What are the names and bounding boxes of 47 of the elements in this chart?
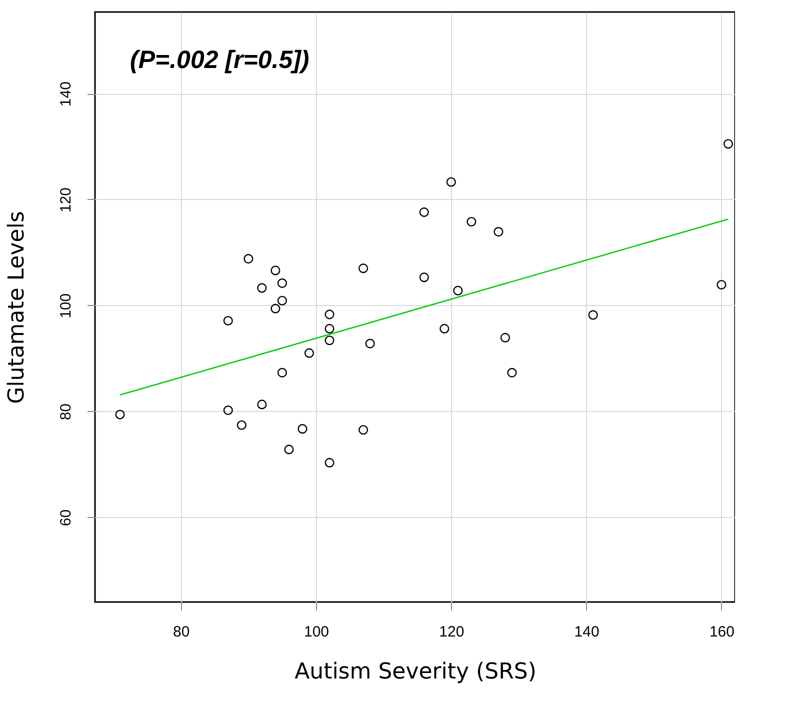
point [115, 410, 125, 420]
y-tick-label: 120 [58, 187, 74, 212]
point [257, 400, 267, 410]
point [494, 227, 504, 237]
point [277, 368, 287, 378]
point [358, 425, 368, 435]
point [588, 310, 598, 320]
point [236, 420, 246, 430]
point [270, 304, 280, 314]
point [453, 286, 463, 296]
point [223, 406, 233, 416]
point [324, 324, 334, 334]
x-tick-label: 100 [304, 624, 330, 640]
y-axis-title: Glutamate Levels [4, 211, 30, 404]
point [466, 216, 476, 227]
point [270, 266, 280, 276]
point [257, 283, 267, 293]
point [324, 336, 334, 346]
point [298, 424, 308, 434]
point [716, 280, 726, 290]
point [507, 368, 517, 378]
y-tick-label: 140 [58, 82, 74, 107]
point [244, 254, 254, 264]
y-tick-label: 60 [58, 509, 74, 526]
point [223, 316, 233, 326]
point [419, 272, 429, 282]
point [358, 264, 368, 274]
y-tick-label: 80 [58, 403, 74, 420]
point [723, 139, 734, 149]
x-tick-label: 140 [574, 624, 600, 640]
point [419, 207, 429, 217]
point [277, 278, 287, 288]
point [446, 177, 456, 187]
point [324, 458, 334, 468]
x-tick-label: 160 [709, 624, 734, 640]
point [304, 348, 314, 358]
point [440, 324, 450, 334]
annotation: (P=.002 [r=0.5]) [130, 46, 310, 74]
point [500, 332, 510, 342]
point [324, 310, 334, 320]
x-tick-label: 80 [172, 624, 190, 640]
x-tick-label: 120 [439, 624, 464, 640]
x-axis-title: Autism Severity (SRS) [294, 660, 536, 684]
point [365, 338, 375, 348]
point [277, 296, 287, 306]
point [284, 444, 294, 454]
y-tick-label: 100 [58, 293, 74, 318]
